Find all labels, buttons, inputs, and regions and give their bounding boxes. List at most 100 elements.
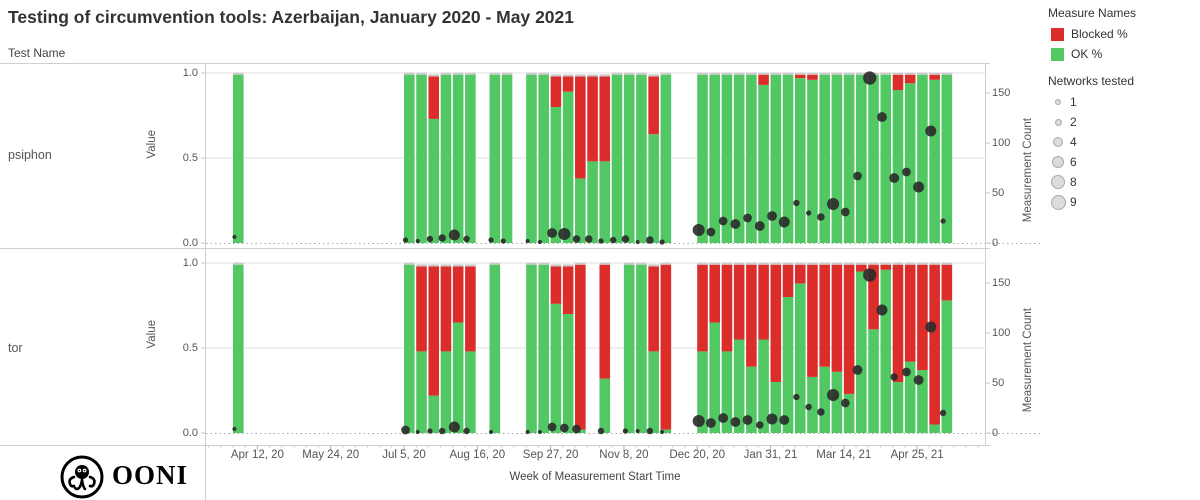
networks-dot[interactable] bbox=[852, 365, 863, 375]
ok-bar-segment[interactable] bbox=[721, 351, 733, 433]
legend-network-size-item[interactable]: 6 bbox=[1048, 152, 1198, 172]
networks-dot[interactable] bbox=[415, 429, 420, 435]
ok-bar-segment[interactable] bbox=[917, 74, 928, 243]
blocked-bar-segment[interactable] bbox=[733, 264, 745, 340]
networks-dot[interactable] bbox=[597, 427, 605, 435]
blocked-bar-segment[interactable] bbox=[465, 266, 476, 352]
networks-dot[interactable] bbox=[743, 213, 752, 223]
row-label-tor[interactable]: tor bbox=[8, 341, 23, 355]
legend-item-blocked[interactable]: Blocked % bbox=[1048, 24, 1198, 44]
ok-bar-segment[interactable] bbox=[575, 178, 586, 243]
ok-bar-segment[interactable] bbox=[465, 351, 476, 433]
networks-dot[interactable] bbox=[646, 236, 654, 244]
ok-bar-segment[interactable] bbox=[611, 74, 623, 243]
ok-bar-segment[interactable] bbox=[599, 161, 611, 243]
ok-bar-segment[interactable] bbox=[550, 107, 562, 243]
networks-dot[interactable] bbox=[547, 422, 557, 432]
networks-dot[interactable] bbox=[232, 234, 237, 240]
ok-bar-segment[interactable] bbox=[599, 378, 611, 433]
ok-bar-segment[interactable] bbox=[709, 74, 721, 243]
blocked-bar-segment[interactable] bbox=[440, 266, 452, 352]
networks-dot[interactable] bbox=[706, 227, 716, 237]
legend-network-size-item[interactable]: 9 bbox=[1048, 192, 1198, 212]
blocked-bar-segment[interactable] bbox=[941, 264, 953, 301]
ok-bar-segment[interactable] bbox=[746, 366, 757, 433]
ok-bar-segment[interactable] bbox=[721, 74, 733, 243]
networks-dot[interactable] bbox=[438, 234, 446, 242]
blocked-bar-segment[interactable] bbox=[709, 264, 721, 323]
blocked-bar-segment[interactable] bbox=[746, 264, 757, 367]
ok-bar-segment[interactable] bbox=[623, 264, 635, 433]
ok-bar-segment[interactable] bbox=[819, 366, 830, 433]
networks-dot[interactable] bbox=[547, 228, 558, 238]
networks-dot[interactable] bbox=[863, 268, 877, 282]
ok-bar-segment[interactable] bbox=[489, 74, 501, 243]
ok-bar-segment[interactable] bbox=[489, 264, 501, 433]
networks-dot[interactable] bbox=[558, 227, 571, 241]
networks-dot[interactable] bbox=[559, 423, 569, 433]
blocked-bar-segment[interactable] bbox=[892, 264, 904, 382]
blocked-bar-segment[interactable] bbox=[807, 74, 818, 80]
blocked-bar-segment[interactable] bbox=[904, 74, 916, 84]
networks-dot[interactable] bbox=[646, 427, 654, 435]
blocked-bar-segment[interactable] bbox=[562, 76, 574, 92]
blocked-bar-segment[interactable] bbox=[929, 264, 940, 425]
networks-dot[interactable] bbox=[537, 239, 542, 245]
networks-dot[interactable] bbox=[925, 125, 937, 137]
networks-dot[interactable] bbox=[718, 413, 729, 423]
ok-bar-segment[interactable] bbox=[758, 339, 769, 434]
ok-bar-segment[interactable] bbox=[232, 74, 244, 243]
ok-bar-segment[interactable] bbox=[794, 283, 806, 433]
networks-dot[interactable] bbox=[537, 429, 542, 435]
ooni-wordmark[interactable]: OONI bbox=[112, 460, 189, 490]
blocked-bar-segment[interactable] bbox=[721, 264, 733, 352]
ok-bar-segment[interactable] bbox=[440, 351, 452, 433]
blocked-bar-segment[interactable] bbox=[831, 264, 843, 372]
ok-bar-segment[interactable] bbox=[892, 90, 904, 243]
blocked-bar-segment[interactable] bbox=[550, 266, 562, 304]
ok-bar-segment[interactable] bbox=[404, 74, 415, 243]
ok-bar-segment[interactable] bbox=[807, 79, 818, 243]
networks-dot[interactable] bbox=[817, 213, 825, 221]
networks-dot[interactable] bbox=[438, 427, 446, 435]
ok-bar-segment[interactable] bbox=[550, 303, 562, 433]
blocked-bar-segment[interactable] bbox=[917, 264, 928, 371]
ok-bar-segment[interactable] bbox=[929, 79, 940, 243]
networks-dot[interactable] bbox=[232, 426, 237, 432]
networks-dot[interactable] bbox=[692, 223, 705, 237]
blocked-bar-segment[interactable] bbox=[794, 264, 806, 284]
ok-bar-segment[interactable] bbox=[697, 351, 708, 433]
networks-dot[interactable] bbox=[488, 429, 494, 435]
networks-dot[interactable] bbox=[805, 403, 812, 411]
ok-bar-segment[interactable] bbox=[501, 74, 513, 243]
networks-dot[interactable] bbox=[756, 421, 764, 429]
networks-dot[interactable] bbox=[401, 425, 410, 435]
networks-dot[interactable] bbox=[863, 71, 877, 85]
blocked-bar-segment[interactable] bbox=[599, 76, 611, 162]
networks-dot[interactable] bbox=[779, 415, 790, 425]
ok-bar-segment[interactable] bbox=[794, 78, 806, 243]
networks-dot[interactable] bbox=[463, 427, 470, 435]
blocked-bar-segment[interactable] bbox=[794, 74, 806, 79]
blocked-bar-segment[interactable] bbox=[770, 264, 782, 382]
networks-dot[interactable] bbox=[659, 429, 665, 435]
ok-bar-segment[interactable] bbox=[868, 74, 879, 243]
ok-bar-segment[interactable] bbox=[562, 314, 574, 433]
networks-dot[interactable] bbox=[754, 221, 765, 231]
networks-dot[interactable] bbox=[426, 235, 434, 243]
legend-network-size-item[interactable]: 1 bbox=[1048, 92, 1198, 112]
networks-dot[interactable] bbox=[584, 235, 593, 243]
ok-bar-segment[interactable] bbox=[904, 361, 916, 433]
networks-dot[interactable] bbox=[730, 417, 741, 427]
networks-dot[interactable] bbox=[692, 414, 705, 428]
ok-bar-segment[interactable] bbox=[697, 74, 708, 243]
networks-dot[interactable] bbox=[902, 167, 911, 177]
networks-dot[interactable] bbox=[621, 235, 630, 243]
networks-dot[interactable] bbox=[827, 197, 840, 211]
ok-bar-segment[interactable] bbox=[404, 264, 415, 433]
ok-bar-segment[interactable] bbox=[770, 74, 782, 243]
legend-network-size-item[interactable]: 4 bbox=[1048, 132, 1198, 152]
ok-bar-segment[interactable] bbox=[538, 264, 549, 433]
blocked-bar-segment[interactable] bbox=[599, 264, 611, 379]
networks-dot[interactable] bbox=[659, 239, 665, 245]
